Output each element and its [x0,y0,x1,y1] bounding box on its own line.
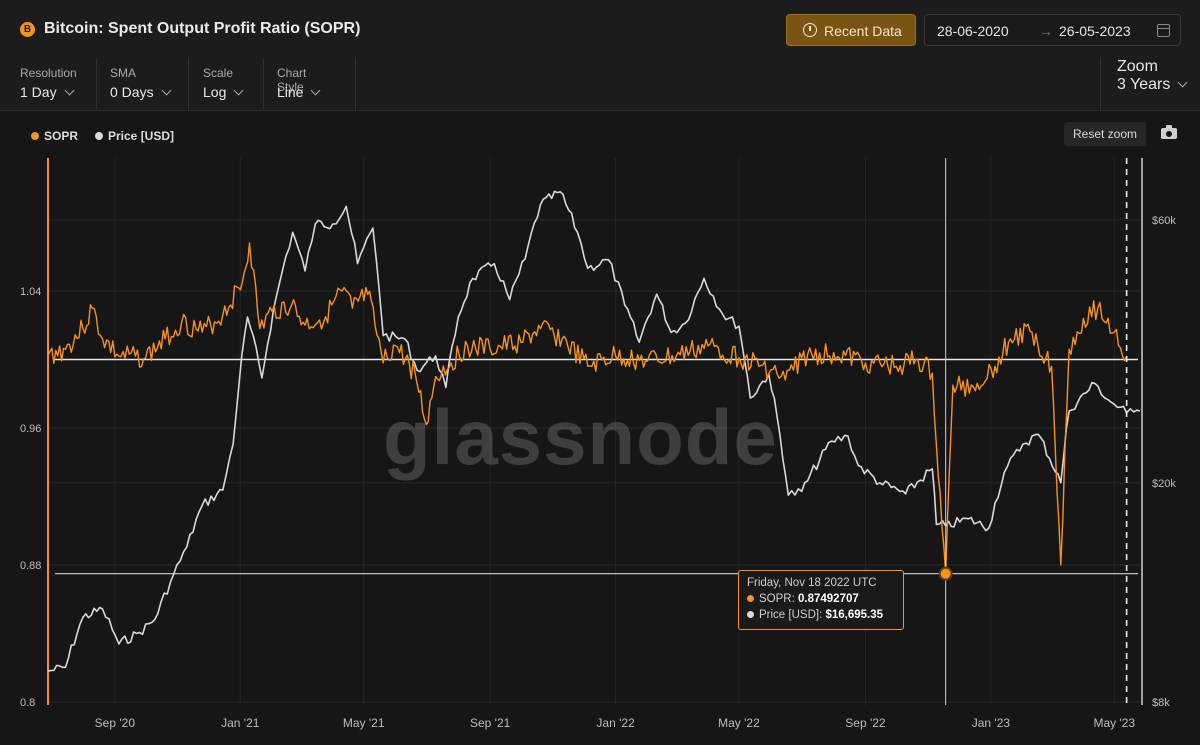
chart-style-control[interactable]: Chart Style Line [263,58,356,110]
camera-icon[interactable] [1161,125,1177,139]
chart-style-value: Line [277,84,304,100]
x-tick-label: Sep '20 [95,716,136,730]
y-right-tick-label: $60k [1152,215,1176,227]
y-left-tick-label: 0.88 [20,560,41,572]
recent-data-label: Recent Data [824,23,902,39]
chart-controls: Resolution 1 Day SMA 0 Days Scale Log Ch… [0,58,1200,111]
legend-label-price: Price [USD] [108,129,175,143]
tooltip-price-row: Price [USD]: $16,695.35 [747,609,883,621]
date-to[interactable]: 26-05-2023 [1059,23,1131,39]
legend-dot-sopr [31,132,39,140]
legend-dot-price [95,132,103,140]
resolution-select[interactable]: 1 Day [20,84,75,100]
date-range-picker[interactable]: 28-06-2020 → 26-05-2023 [924,14,1181,46]
zoom-label: Zoom [1117,58,1158,75]
scale-select[interactable]: Log [203,84,244,100]
tooltip-sopr-row: SOPR: 0.87492707 [747,593,859,605]
x-tick-label: Jan '21 [221,716,260,730]
x-tick-label: May '23 [1093,716,1135,730]
tooltip-dot-sopr [747,595,754,602]
sma-control[interactable]: SMA 0 Days [96,58,189,110]
chart-style-select[interactable]: Line [277,84,321,100]
scale-label: Scale [203,66,234,80]
y-left-tick-label: 0.96 [20,423,41,435]
x-tick-label: Sep '22 [845,716,886,730]
bitcoin-icon: B [20,22,35,37]
legend-item-price[interactable]: Price [USD] [95,129,174,143]
recent-data-button[interactable]: Recent Data [786,14,916,46]
resolution-value: 1 Day [20,84,57,100]
chart-style-label: Chart Style [277,66,307,94]
tooltip-dot-price [747,611,754,618]
clock-icon [803,23,817,37]
legend-label-sopr: SOPR [44,129,79,143]
calendar-icon[interactable] [1157,24,1170,37]
x-tick-label: Jan '23 [972,716,1011,730]
scale-control[interactable]: Scale Log [188,58,264,110]
cursor-point-sopr [938,566,953,581]
resolution-label: Resolution [20,66,77,80]
date-from[interactable]: 28-06-2020 [937,23,1009,39]
zoom-value: 3 Years [1117,76,1171,93]
zoom-control[interactable]: Zoom 3 Years [1100,58,1188,110]
sma-select[interactable]: 0 Days [110,84,172,100]
zoom-select[interactable]: 3 Years [1117,76,1197,94]
chart-tooltip: Friday, Nov 18 2022 UTC SOPR: 0.87492707… [738,570,904,630]
tooltip-price-label: Price [USD]: [759,609,823,621]
x-tick-label: May '21 [343,716,385,730]
x-tick-label: Jan '22 [596,716,635,730]
reset-zoom-button[interactable]: Reset zoom [1064,122,1146,146]
tooltip-price-value: $16,695.35 [825,609,884,621]
x-tick-label: May '22 [718,716,760,730]
resolution-control[interactable]: Resolution 1 Day [0,58,97,110]
legend-item-sopr[interactable]: SOPR [31,129,78,143]
sma-value: 0 Days [110,84,154,100]
price-series-line [47,190,1141,672]
scale-value: Log [203,84,227,100]
y-left-tick-label: 1.04 [20,286,41,298]
tooltip-sopr-value: 0.87492707 [798,593,859,605]
tooltip-sopr-label: SOPR: [759,593,795,605]
watermark: glassnode [383,393,778,481]
y-left-tick-label: 0.8 [20,697,35,709]
sopr-series-line [47,242,1128,575]
chart-header: B Bitcoin: Spent Output Profit Ratio (SO… [0,0,1200,59]
arrow-right-icon: → [1039,23,1053,39]
page-title: Bitcoin: Spent Output Profit Ratio (SOPR… [44,20,361,37]
sma-label: SMA [110,66,137,80]
y-right-tick-label: $8k [1152,697,1170,709]
tooltip-date: Friday, Nov 18 2022 UTC [747,577,877,589]
x-tick-label: Sep '21 [470,716,511,730]
y-right-tick-label: $20k [1152,478,1176,490]
